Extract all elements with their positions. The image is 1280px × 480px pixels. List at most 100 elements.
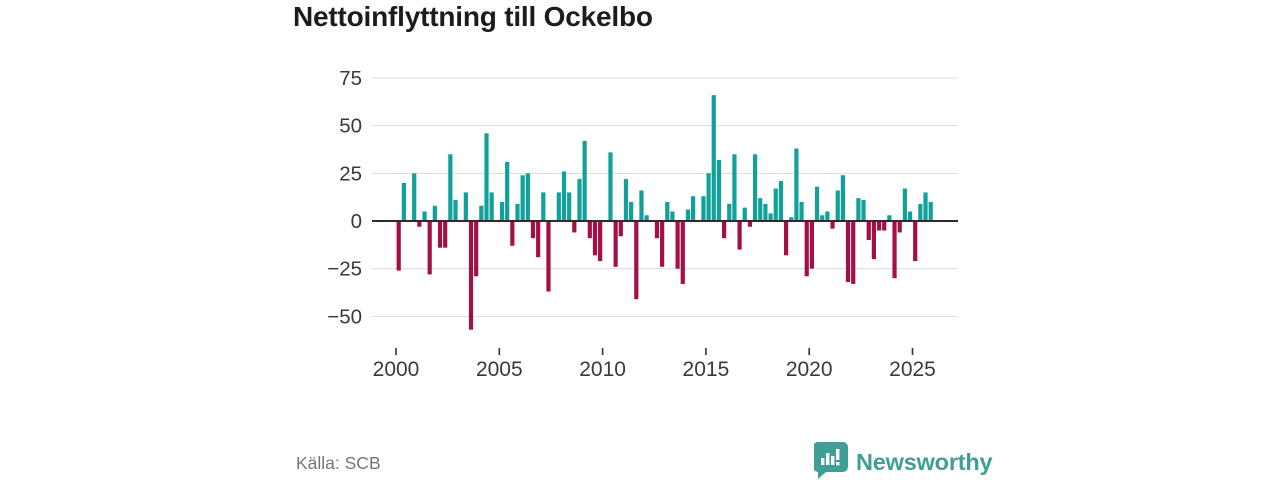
bar [629,201,634,221]
bar [794,148,799,221]
x-tick-label: 2000 [373,358,420,381]
bar [851,221,856,284]
bar [742,207,747,221]
bar [608,152,613,221]
bar [654,221,660,239]
bar [665,201,670,221]
bar [572,221,577,233]
bar [732,154,737,221]
bar [443,221,448,248]
y-tick-label: 0 [351,210,362,233]
bar [484,133,489,221]
bar [546,221,551,292]
bar [799,201,804,221]
x-tick-label: 2005 [476,358,523,381]
bar [706,173,711,221]
y-tick-label: −25 [327,258,362,281]
bar [845,221,851,283]
bar [701,196,706,221]
bar [401,182,406,221]
gridlines [372,77,958,317]
bar [510,221,515,246]
bar [618,221,623,237]
bar [468,221,474,330]
bar [567,192,572,221]
bar [598,221,603,262]
bar [634,221,639,300]
bar [505,161,510,221]
bar [479,205,484,221]
x-axis-ticks: 2000 2005 2010 2015 2020 2025 [373,348,936,381]
bar [474,221,479,277]
bar [882,221,887,231]
bar [556,192,561,221]
bar [536,221,541,258]
bar [639,190,644,221]
bar [804,221,809,277]
bar [453,200,458,221]
bar [577,179,582,221]
bar [907,211,913,221]
bar [778,180,784,221]
bar [520,175,525,221]
bar [582,140,587,221]
bar [592,221,598,256]
bar [928,201,933,221]
bar [814,186,820,221]
bar [691,196,696,221]
bar [515,203,520,221]
speech-bubble-bar-chart-icon [813,441,848,480]
bar [763,203,768,221]
x-tick-label: 2015 [683,358,730,381]
bar [876,221,882,231]
bar [644,215,649,221]
bar [856,198,861,221]
x-tick-label: 2020 [786,358,833,381]
bar [427,221,432,275]
bar [499,201,505,221]
bar [432,205,437,221]
y-tick-label: 75 [339,67,362,90]
bar [892,221,897,279]
bar [789,217,794,221]
bar [463,192,468,221]
bar [525,173,530,221]
bar [541,192,546,221]
bar [897,221,902,233]
bar [660,221,665,267]
bar [716,159,722,221]
bar [861,200,866,221]
bar [830,221,835,229]
bar [437,221,443,248]
bar [737,221,742,250]
bar [623,179,629,221]
bars [396,95,933,330]
bar [561,171,567,221]
bar [722,221,727,239]
y-axis-labels: 75 50 25 0 −25 −50 [327,67,362,328]
bar [711,95,716,221]
bar [809,221,814,269]
y-tick-label: 50 [339,115,362,138]
newsworthy-logo: Newsworthy [813,441,993,480]
bar [773,188,778,221]
bar [902,188,907,221]
bar [768,213,773,221]
bar [727,203,732,221]
bar [670,211,675,221]
bar [412,173,417,221]
bar [866,221,871,241]
bar [758,198,763,221]
bar [422,211,427,221]
source-note: Källa: SCB [296,453,381,473]
chart-title: Nettoinflyttning till Ockelbo [293,1,653,32]
y-tick-label: 25 [339,162,362,185]
bar [747,221,753,227]
bar [918,203,923,221]
bar [840,175,845,221]
bar [680,221,685,284]
bar [820,215,825,221]
bar [685,209,691,221]
